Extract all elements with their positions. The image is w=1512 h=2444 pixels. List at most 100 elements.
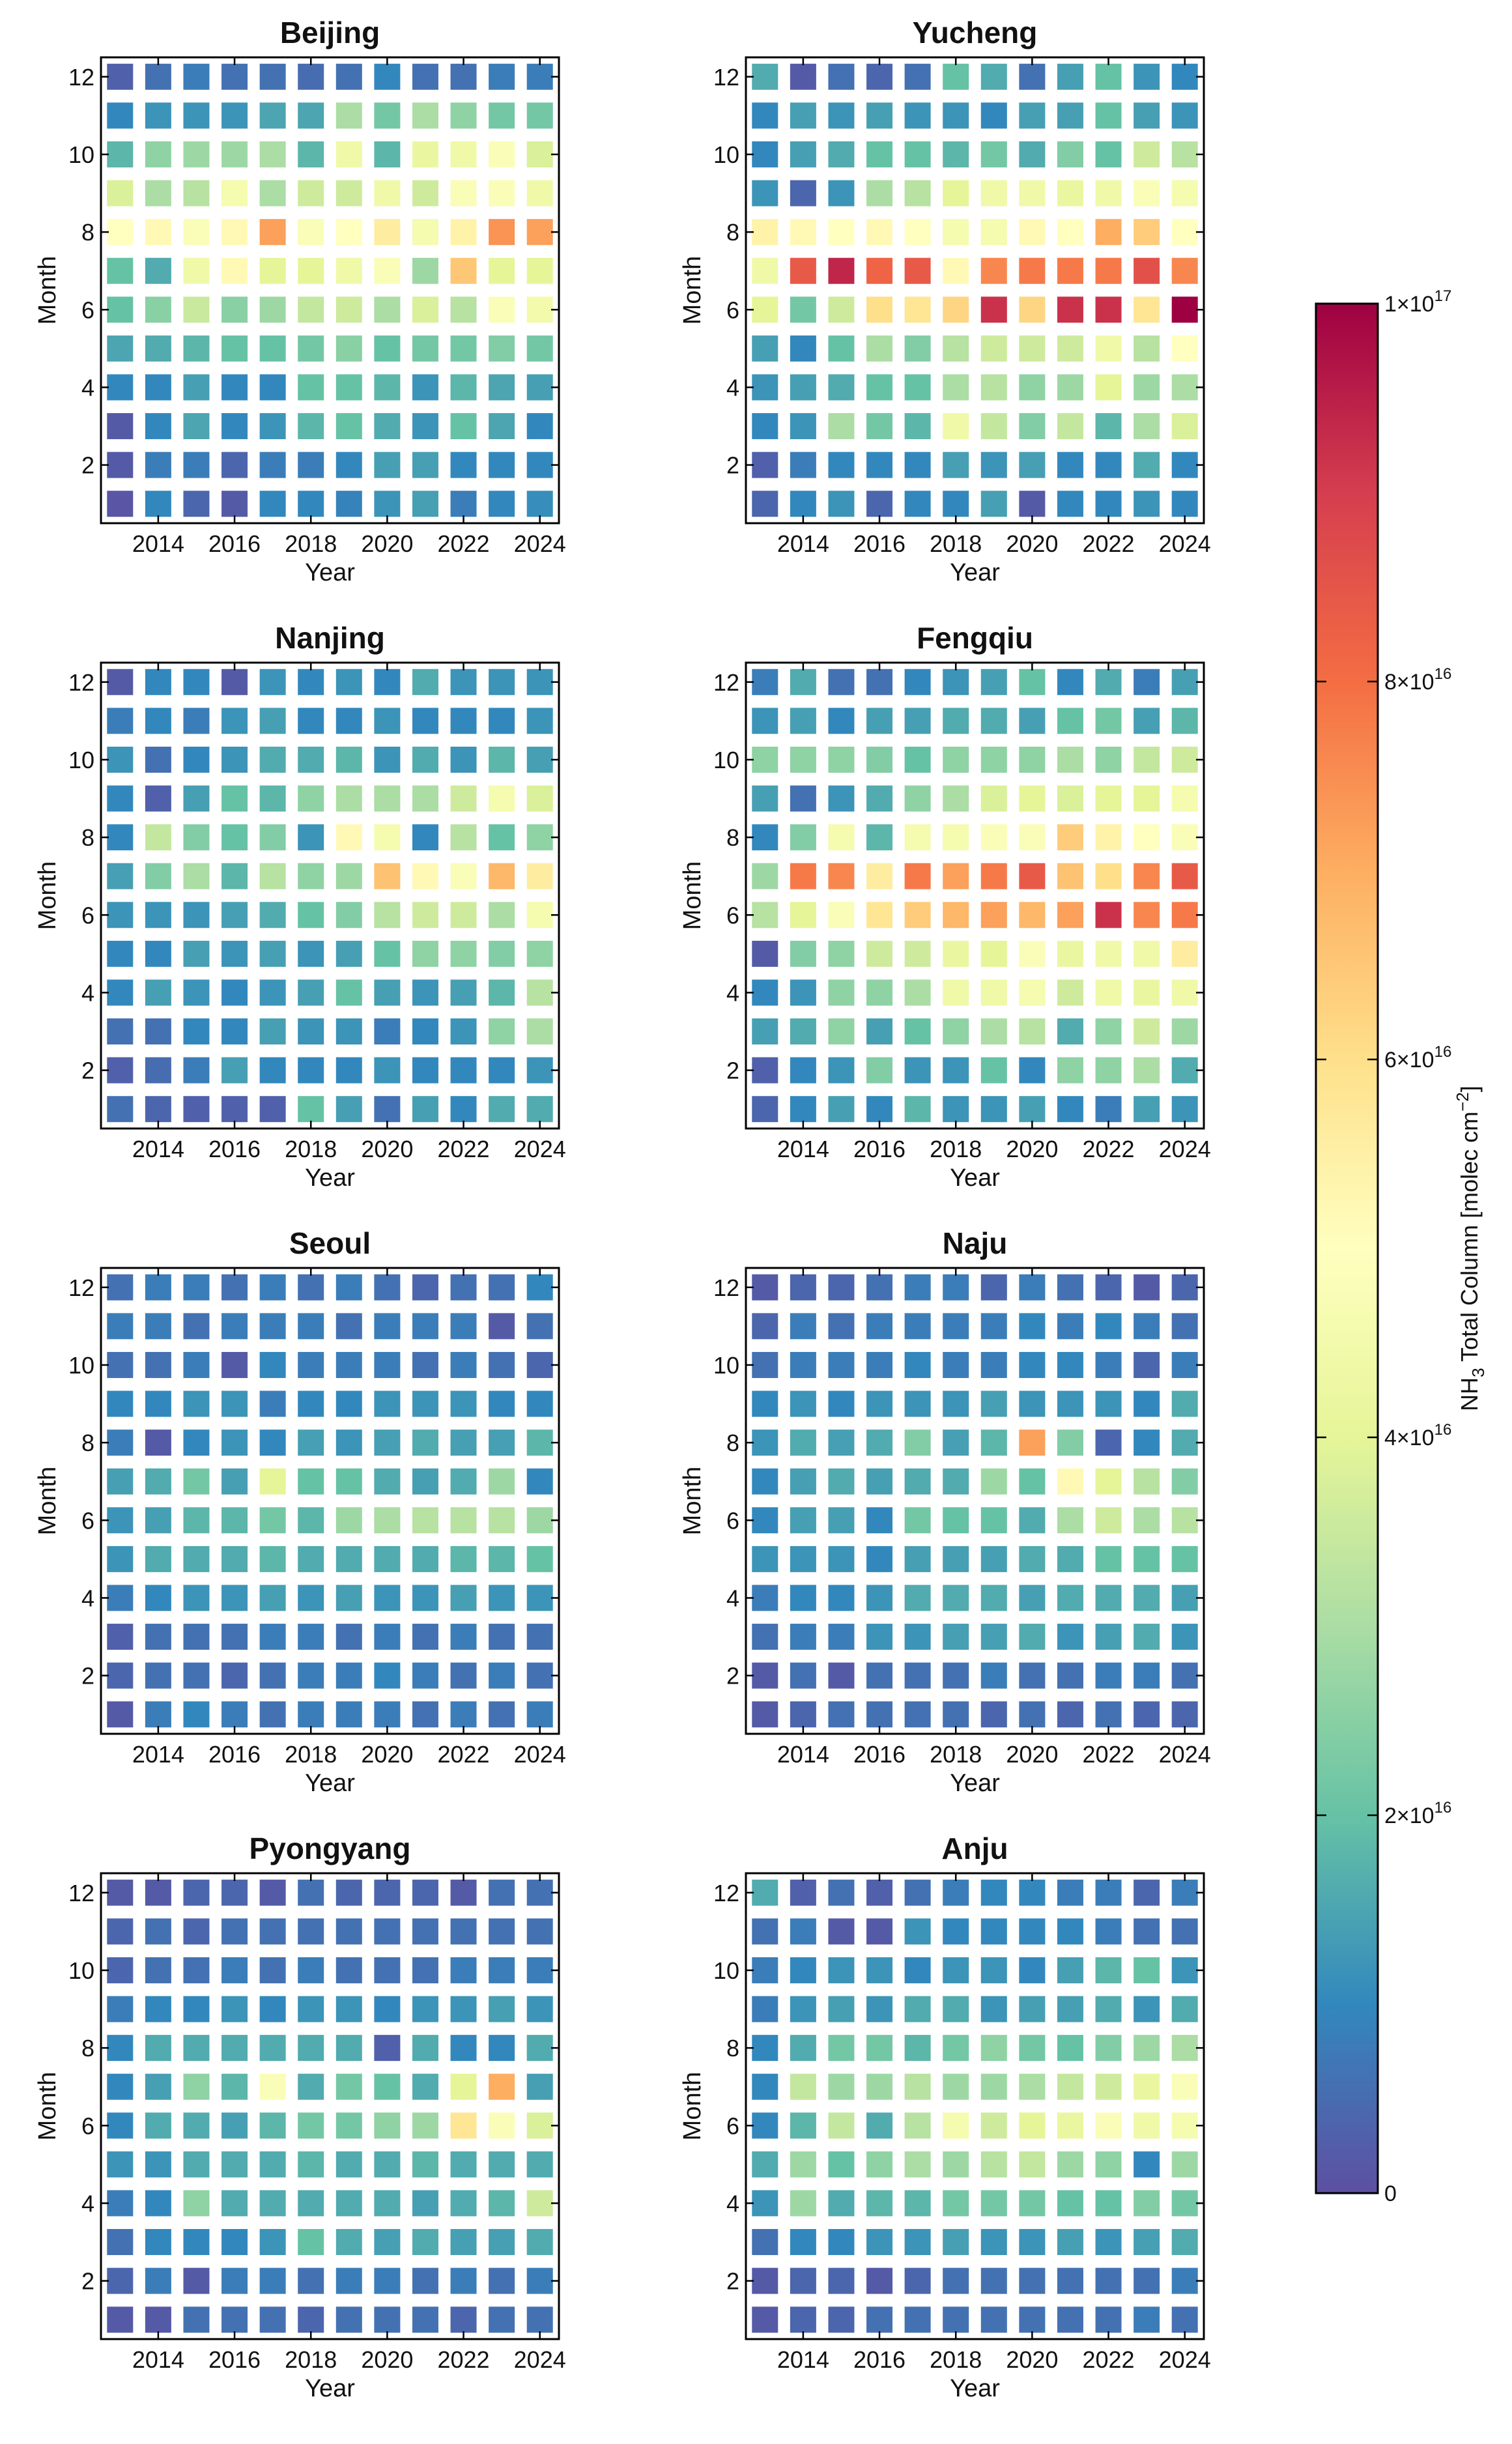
heat-cell — [1171, 1624, 1198, 1650]
heat-cell — [374, 219, 401, 246]
heat-cell — [335, 863, 362, 889]
heat-cell — [259, 1468, 286, 1495]
heat-cell — [943, 219, 969, 246]
heat-cell — [221, 1957, 248, 1983]
heat-cell — [450, 1507, 477, 1534]
heat-cell — [1171, 1430, 1198, 1456]
heat-cell — [298, 1662, 324, 1689]
heat-cell — [489, 413, 515, 440]
y-tick-label: 6 — [81, 1507, 94, 1534]
heat-cell — [1171, 491, 1198, 517]
heat-cell — [374, 1918, 401, 1945]
heat-cell — [450, 1096, 477, 1123]
x-tick-label: 2024 — [1159, 1741, 1211, 1768]
heat-cell — [183, 1701, 210, 1728]
heat-cell — [1019, 1507, 1046, 1534]
heat-cell — [866, 2267, 893, 2294]
heat-cell — [412, 2267, 438, 2294]
heat-cell — [1095, 863, 1122, 889]
heat-cell — [450, 374, 477, 401]
heat-cell — [374, 1430, 401, 1456]
heat-cell — [1057, 296, 1083, 323]
heat-cell — [221, 1545, 248, 1572]
heat-cell — [866, 2073, 893, 2100]
heat-cell — [828, 63, 855, 90]
heat-cell — [450, 102, 477, 129]
heat-cell — [1171, 1662, 1198, 1689]
heat-cell — [412, 2307, 438, 2333]
heat-cell — [790, 1507, 816, 1534]
heat-cell — [980, 1585, 1007, 1611]
x-tick-label: 2020 — [1006, 1741, 1058, 1768]
x-tick-label: 2016 — [853, 1741, 906, 1768]
y-tick-label: 10 — [68, 141, 94, 168]
heat-cell — [107, 1996, 134, 2022]
heat-cell — [221, 1018, 248, 1045]
heat-cell — [828, 180, 855, 207]
heat-cell — [259, 102, 286, 129]
heat-cell — [183, 2267, 210, 2294]
heat-cell — [752, 452, 778, 478]
y-tick-label: 12 — [713, 669, 739, 696]
heat-cell — [1095, 746, 1122, 773]
heat-cell — [450, 1701, 477, 1728]
heat-cell — [298, 491, 324, 517]
colorbar-tick-label: 4×1016 — [1384, 1421, 1451, 1450]
heat-cell — [374, 979, 401, 1006]
heat-cell — [904, 1662, 931, 1689]
heat-cell — [489, 1274, 515, 1301]
heat-cell — [412, 746, 438, 773]
heat-cell — [1095, 669, 1122, 695]
heat-cell — [828, 1390, 855, 1417]
y-tick-label: 2 — [726, 2268, 739, 2295]
heat-cell — [298, 1018, 324, 1045]
heat-cell — [412, 296, 438, 323]
heat-cell — [1057, 63, 1083, 90]
heat-cell — [489, 2035, 515, 2062]
heat-cell — [1057, 1701, 1083, 1728]
heat-cell — [752, 746, 778, 773]
heat-cell — [145, 335, 171, 362]
heat-cell — [374, 902, 401, 928]
heat-cell — [107, 824, 134, 851]
heat-cell — [828, 335, 855, 362]
heat-cell — [374, 1468, 401, 1495]
heat-cell — [526, 1662, 553, 1689]
heat-cell — [221, 1585, 248, 1611]
heat-cell — [790, 2267, 816, 2294]
heat-cell — [866, 1624, 893, 1650]
heat-cell — [828, 413, 855, 440]
heat-cell — [828, 374, 855, 401]
heat-cell — [1019, 2190, 1046, 2217]
heat-cell — [221, 1507, 248, 1534]
heat-cell — [412, 2151, 438, 2178]
heat-cell — [1095, 1018, 1122, 1045]
heat-cell — [298, 708, 324, 734]
y-tick-label: 2 — [726, 1057, 739, 1084]
heat-cell — [1134, 63, 1160, 90]
heat-cell — [107, 374, 134, 401]
heat-cell — [450, 2267, 477, 2294]
heat-cell — [1134, 180, 1160, 207]
heat-cell — [1057, 1624, 1083, 1650]
heat-cell — [107, 257, 134, 284]
heat-cell — [259, 902, 286, 928]
x-tick-label: 2018 — [285, 1136, 337, 1162]
heat-cell — [489, 180, 515, 207]
heat-cell — [412, 1351, 438, 1378]
heat-cell — [866, 669, 893, 695]
heat-cell — [790, 2190, 816, 2217]
x-tick-label: 2018 — [285, 530, 337, 557]
x-tick-label: 2016 — [208, 1741, 261, 1768]
heat-cell — [298, 863, 324, 889]
heat-cell — [335, 1918, 362, 1945]
heat-cell — [489, 746, 515, 773]
heat-cell — [526, 1507, 553, 1534]
heat-cell — [1095, 1274, 1122, 1301]
heat-cell — [943, 102, 969, 129]
heat-cell — [526, 863, 553, 889]
heat-cell — [752, 2151, 778, 2178]
heat-cell — [374, 257, 401, 284]
x-tick-label: 2016 — [853, 2346, 906, 2373]
heat-cell — [259, 1545, 286, 1572]
